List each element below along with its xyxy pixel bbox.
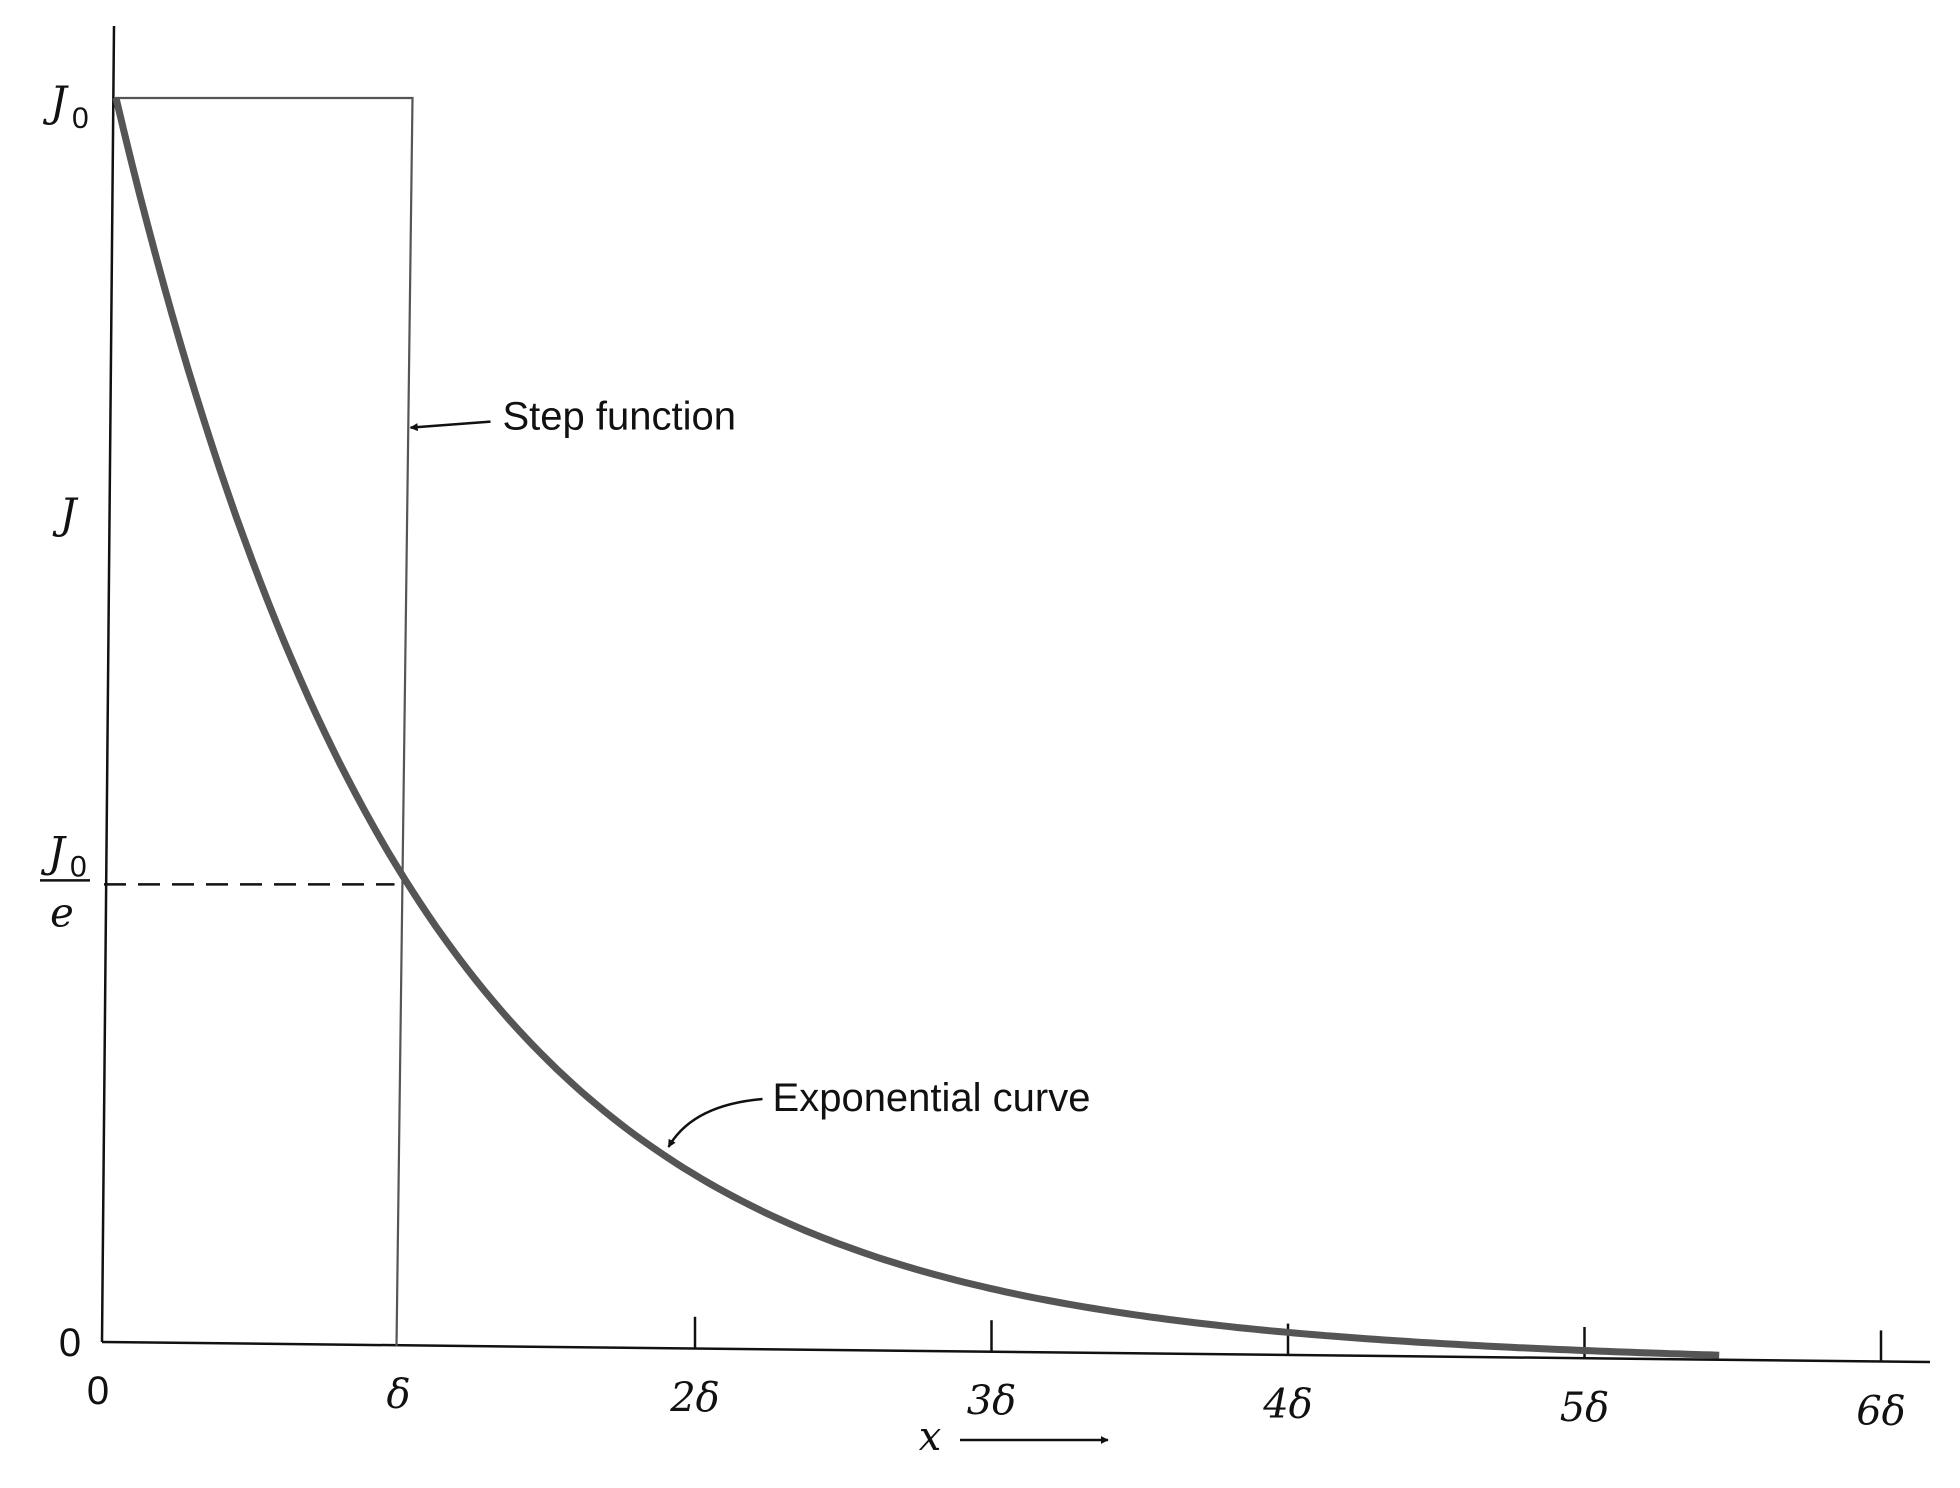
y-tick-label-num: J [42, 77, 69, 126]
x-axis-label: x [919, 1414, 942, 1460]
exponential-curve-line [112, 97, 1720, 1359]
x-tick-label-0: 0 [87, 1369, 109, 1413]
annotation-1: Exponential curve [667, 1076, 1091, 1148]
annotation-label: Exponential curve [773, 1076, 1091, 1120]
y-tick-labels: J 0J 0e0 [40, 77, 90, 1365]
y-tick-label-sub: 0 [72, 102, 89, 135]
annotation-0: Step function [409, 395, 737, 439]
y-tick-label-2: 0 [59, 1321, 81, 1365]
axis-labels: J x [52, 489, 1109, 1460]
x-tick-label-4: 4δ [1262, 1382, 1313, 1428]
annotation-arrow [667, 1097, 763, 1148]
y-axis [100, 25, 116, 1343]
x-tick-label-5: 5δ [1560, 1385, 1610, 1431]
x-tick-label-2: 2δ [669, 1375, 720, 1421]
annotation-label: Step function [503, 395, 737, 439]
y-tick-label-1: J 0 e [40, 827, 90, 936]
axes [100, 25, 1931, 1364]
y-tick-label-num: J [40, 827, 67, 876]
y-tick-label-den: e [50, 890, 74, 936]
annotations: Step function Exponential curve [409, 395, 1091, 1148]
x-tick-labels: 0 δ 2δ 3δ 4δ 5δ 6δ [87, 1369, 1906, 1434]
x-tick-label-6: 6δ [1856, 1388, 1906, 1434]
x-tick-label-3: 3δ [967, 1378, 1017, 1424]
series-step-function [115, 96, 414, 1347]
x-tick-label-1: δ [386, 1371, 410, 1417]
annotation-arrow [409, 420, 491, 432]
x-axis [101, 1340, 1931, 1364]
y-tick-label-sub: 0 [70, 850, 87, 883]
y-axis-label: J [52, 489, 79, 538]
series-exponential-curve [112, 97, 1720, 1359]
step-function-line [115, 96, 414, 1347]
